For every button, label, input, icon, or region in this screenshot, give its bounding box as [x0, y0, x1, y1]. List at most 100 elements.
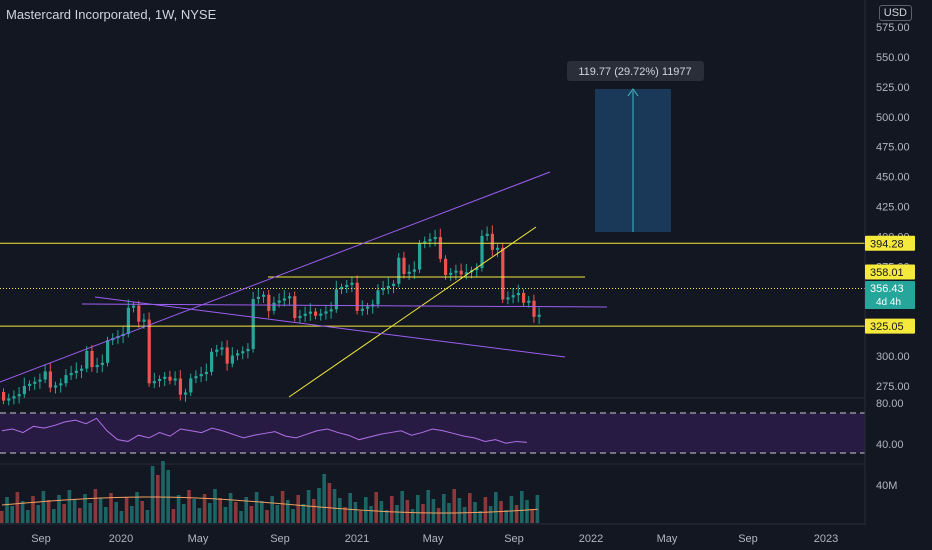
badge-level-358: 358.01 [870, 267, 904, 279]
candle-body [152, 381, 156, 384]
volume-bar [327, 483, 332, 523]
candle-body [329, 309, 333, 312]
volume-bar [62, 504, 66, 523]
volume-bar [41, 491, 46, 523]
price-badges: 394.28 358.01 356.43 4d 4h 325.05 [865, 235, 915, 334]
candle-body [480, 235, 484, 269]
candle-body [412, 269, 416, 272]
candle-body [178, 378, 182, 395]
time-tick-label: May [423, 533, 444, 545]
volume-ma-line [1, 496, 538, 514]
volume-bar [478, 511, 482, 523]
candle-body [282, 298, 286, 301]
candle-body [106, 340, 110, 363]
candle-body [402, 257, 406, 274]
volume-bar [140, 501, 144, 523]
candle-body [355, 282, 359, 311]
volume-bar [176, 495, 181, 523]
candle-body [74, 370, 78, 373]
badge-last-price-bg [865, 281, 915, 309]
badge-level-358-bg [865, 264, 915, 280]
volume-bar [109, 493, 113, 523]
candle-body [147, 319, 151, 384]
volume-bar [400, 491, 404, 523]
candle-body [475, 268, 479, 271]
candle-body [319, 313, 323, 316]
volume-bar [239, 511, 243, 523]
volume-bar [114, 502, 118, 523]
candle-body [59, 383, 63, 386]
volume-bar [244, 497, 248, 523]
volume-bar [358, 511, 363, 523]
candle-body [438, 237, 442, 259]
volume-bar [322, 474, 326, 523]
candle-body [444, 258, 448, 275]
volume-bar [130, 506, 134, 523]
volume-bar [67, 490, 72, 523]
candle-body [7, 398, 11, 401]
volume-bar [312, 499, 316, 523]
badge-level-325: 325.05 [870, 321, 904, 333]
candle-body [80, 368, 84, 371]
volume-bar [286, 500, 290, 523]
volume-bar [431, 499, 436, 523]
volume-bar [124, 497, 129, 523]
candle-body [43, 371, 47, 380]
volume-bar [260, 501, 264, 523]
time-tick-label: Sep [504, 533, 524, 545]
volume-bar [405, 500, 410, 523]
volume-bar [145, 510, 150, 523]
candle-body [100, 362, 104, 365]
volume-bar [46, 500, 51, 523]
candle-body [501, 247, 505, 300]
volume-bar [135, 492, 139, 523]
volume-bar [171, 509, 176, 523]
volume-bar [88, 503, 92, 523]
candle-body [454, 270, 458, 273]
candle-body [210, 351, 214, 372]
volume-bar [395, 505, 399, 523]
volume-bar [317, 488, 321, 523]
chart-title: Mastercard Incorporated, 1W, NYSE [6, 7, 217, 22]
candle-body [241, 351, 245, 354]
candle-body [407, 271, 411, 274]
candle-body [158, 378, 162, 382]
candle-body [225, 347, 229, 364]
volume-bar [197, 508, 202, 523]
candle-body [303, 313, 307, 316]
candle-body [199, 374, 203, 377]
time-tick-label: Sep [738, 533, 758, 545]
candle-body [236, 353, 240, 356]
candle-body [251, 299, 255, 350]
currency-button[interactable]: USD [878, 5, 912, 21]
candle-body [90, 350, 94, 368]
price-tick-label: 475.00 [876, 142, 910, 154]
volume-bar [265, 510, 269, 523]
measure-tool[interactable]: 119.77 (29.72%) 11977 [567, 61, 704, 232]
candle-body [33, 381, 37, 384]
candle-body [522, 293, 526, 303]
volume-bar [26, 510, 30, 523]
volume-bar [509, 496, 514, 523]
time-tick-label: May [188, 533, 209, 545]
volume-bar [442, 494, 446, 523]
candle-body [334, 289, 338, 310]
volume-bar [0, 511, 4, 523]
candle-body [272, 302, 276, 311]
volume-bar [483, 497, 488, 523]
volume-bar [468, 493, 472, 523]
measure-label-box [567, 61, 704, 81]
volume-bar [384, 510, 389, 523]
candle-body [230, 355, 234, 364]
volume-bar [104, 507, 108, 523]
time-tick-label: 2021 [345, 533, 369, 545]
candle-body [17, 394, 21, 397]
candle-body [397, 257, 401, 284]
candle-body [132, 305, 136, 308]
volume-bar [182, 504, 186, 523]
candle-body [220, 347, 224, 350]
candle-body [142, 319, 146, 322]
volume-bar [275, 505, 280, 523]
candle-body [277, 300, 281, 303]
